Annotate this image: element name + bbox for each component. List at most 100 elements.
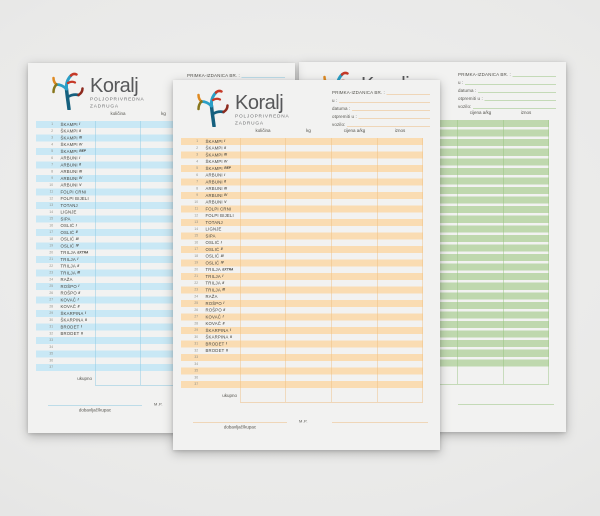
row-product-name: SIPA — [60, 216, 71, 222]
row-product-name: ARBUNI — [60, 175, 78, 181]
table-row: 12 FOLPI BIJELI — [181, 212, 423, 219]
header-field-label: vozilo: — [458, 104, 472, 109]
row-product-name: LIGNJE — [205, 226, 222, 232]
table-row: 21 TRILJA I — [181, 273, 423, 280]
row-product-name: BRODET — [60, 331, 80, 337]
row-product-name: OSLIĆ — [205, 260, 220, 266]
row-product-name: OSLIĆ — [60, 223, 75, 229]
row-product-name: KOVAČ — [205, 314, 222, 320]
row-number: 28 — [194, 321, 198, 326]
table-row: 24 RAŽA — [181, 293, 423, 300]
header-field-3: otpremiti u : — [458, 93, 556, 101]
row-product-name: KOVAČ — [60, 297, 77, 303]
row-number: 18 — [49, 237, 53, 241]
row-product-grade: III — [79, 136, 82, 140]
row-number: 35 — [49, 352, 53, 356]
table-row: 36 — [36, 357, 278, 364]
row-product-name: TRILJA — [60, 256, 76, 262]
total-underline — [240, 402, 423, 403]
row-number: 3 — [51, 136, 53, 140]
table-row: 22 TRILJA II — [36, 263, 278, 270]
row-product-name: ŠKAMPI — [205, 138, 223, 144]
table-row: 9 ARBUNI IV — [181, 192, 423, 199]
table-row: 37 — [181, 381, 423, 388]
header-field-label: u : — [458, 80, 464, 85]
table-row: 35 — [181, 367, 423, 375]
table-row: 31 BRODET I — [181, 340, 423, 348]
row-product-name: ŠKARPINA — [205, 327, 229, 333]
header-field-label: PRIMKA-IZDANICA BR. : — [187, 73, 240, 78]
column-separator-line — [140, 121, 141, 385]
row-product-name: KOVAČ — [60, 304, 77, 310]
row-product-name: TRILJA — [60, 270, 76, 276]
row-number: 19 — [194, 261, 198, 265]
table-row: 34 — [36, 344, 278, 351]
row-product-name: ARBUNI — [205, 172, 223, 178]
row-number: 31 — [194, 342, 198, 346]
column-separator-line — [548, 120, 549, 384]
total-label: ukupno — [222, 393, 237, 398]
row-number: 14 — [194, 227, 198, 231]
row-product-grade: III — [220, 254, 224, 258]
column-header-iznos: iznos — [394, 128, 406, 133]
row-number: 31 — [49, 325, 53, 329]
stamp-label: M.P. — [154, 402, 163, 407]
row-product-name: ARBUNI — [205, 186, 223, 192]
table-row: 26 ROŠPO II — [181, 307, 423, 314]
row-product-grade: IV — [79, 142, 83, 147]
row-number: 26 — [49, 291, 53, 295]
table-row: 19 OSLIĆ IV — [181, 259, 423, 267]
row-product-name: ARBUNI — [205, 199, 223, 205]
row-product-name: LIGNJE — [60, 209, 77, 215]
row-product-grade: IV — [220, 261, 224, 265]
row-number: 13 — [49, 203, 53, 208]
row-product-grade: II — [230, 335, 232, 339]
row-product-grade: I — [78, 284, 80, 289]
row-product-grade: II — [85, 318, 87, 322]
row-number: 32 — [194, 348, 198, 353]
row-product-name: ŠKAMPI — [60, 135, 78, 141]
row-number: 7 — [51, 163, 53, 167]
row-product-name: ŠKAMPI — [205, 152, 223, 158]
brand-name: Koralj — [235, 91, 284, 114]
row-product-grade: III — [224, 153, 227, 157]
row-product-name: ŠKAMPI — [205, 165, 223, 171]
row-product-grade: II — [80, 331, 83, 336]
row-product-name: SIPA — [205, 233, 216, 239]
table-row: 9 ARBUNI IV — [36, 175, 278, 182]
signature-line-left — [48, 405, 142, 406]
column-header-kg: kg — [161, 111, 166, 116]
table-row: 19 OSLIĆ IV — [36, 242, 278, 250]
row-product-grade: II — [223, 308, 226, 312]
table-row: 7 ARBUNI II — [36, 161, 278, 169]
row-number: 7 — [196, 180, 198, 184]
column-separator-line — [422, 138, 423, 402]
row-product-name: FOLPI BIJELI — [205, 213, 234, 219]
row-number: 11 — [49, 190, 53, 194]
row-product-grade: IV — [79, 176, 83, 181]
row-number: 19 — [49, 244, 53, 248]
row-number: 11 — [194, 207, 198, 211]
header-field-blank-line — [512, 76, 556, 77]
header-field-1: u : — [332, 95, 430, 103]
table-row: 36 — [181, 374, 423, 381]
row-number: 13 — [194, 220, 198, 225]
column-header-kolicina: količina — [255, 128, 271, 133]
header-field-3: otpremiti u : — [332, 111, 430, 119]
column-header-iznos: iznos — [520, 110, 532, 115]
row-number: 23 — [194, 288, 198, 292]
brand-subtitle-line1: POLJOPRIVREDNA — [235, 113, 290, 120]
row-product-name: OSLIĆ — [205, 253, 220, 259]
table-row: 28 KOVAČ II — [181, 320, 423, 327]
header-field-1: u : — [458, 77, 556, 85]
row-product-grade: II — [222, 281, 225, 285]
row-product-grade: IV — [75, 244, 79, 248]
header-field-blank-line — [338, 102, 430, 103]
row-number: 9 — [51, 176, 53, 181]
table-row: 18 OSLIĆ III — [181, 253, 423, 260]
row-product-name: OSLIĆ — [60, 243, 75, 249]
row-number: 36 — [194, 375, 198, 380]
table-row: 11 FOLPI CRNI — [181, 205, 423, 213]
table-row: 5 ŠKAMPI REP — [181, 165, 423, 172]
brand-text-block: Koralj POLJOPRIVREDNA ZADRUGA — [90, 76, 144, 110]
